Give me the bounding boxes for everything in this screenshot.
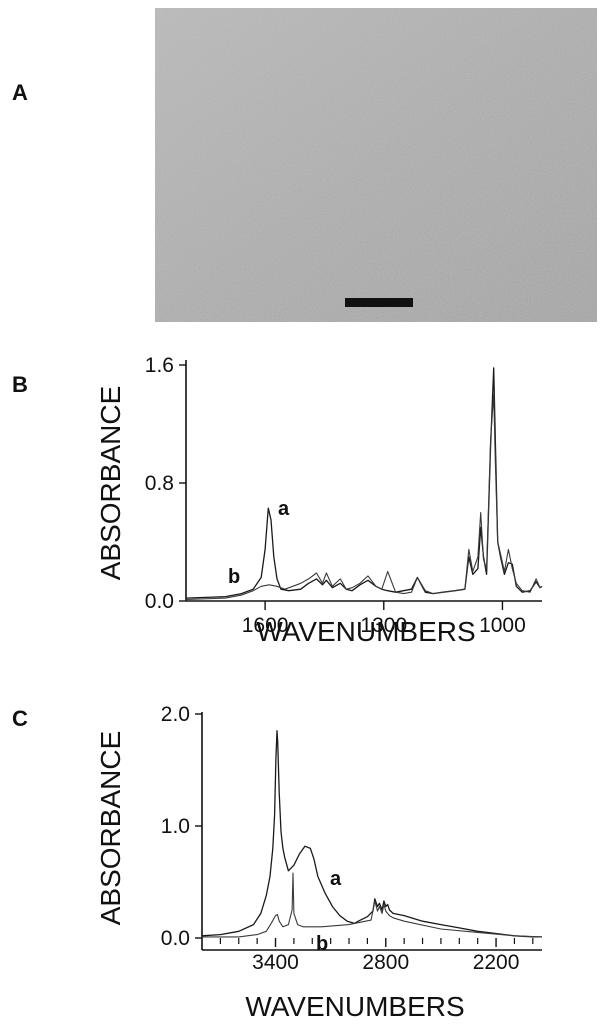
micrograph-image — [155, 8, 597, 322]
series-label-a: a — [278, 498, 290, 520]
y-tick-label: 1.6 — [145, 354, 174, 377]
series-label-b: b — [228, 566, 240, 588]
x-axis-title: WAVENUMBERS — [256, 616, 475, 645]
chart-b-svg: 0.0 0.8 1.6 1600 1300 1000 ABSORBANCE WAVENUM… — [95, 354, 543, 645]
x-tick-label: 2800 — [362, 951, 409, 974]
series-line-a — [185, 367, 543, 599]
y-tick-label: 0.8 — [145, 472, 174, 495]
y-tick-label: 0.0 — [145, 590, 174, 613]
y-tick-label: 1.0 — [161, 815, 190, 838]
chart-b-series — [185, 367, 543, 601]
panel-label-a: A — [12, 80, 28, 105]
micrograph-texture — [155, 8, 597, 322]
chart-c-axes — [201, 712, 542, 951]
chart-b: 0.0 0.8 1.6 1600 1300 1000 ABSORBANCE WAVENUM… — [0, 345, 603, 645]
series-label-b: b — [316, 933, 328, 955]
chart-b-ticks: 0.0 0.8 1.6 1600 1300 1000 — [145, 354, 526, 637]
chart-c-svg: 0.0 1.0 2.0 3400 2800 2200 ABSORBANCE WAVENUM… — [95, 703, 543, 1022]
y-tick-label: 2.0 — [161, 703, 190, 726]
panel-label-c: C — [12, 706, 28, 731]
series-line-a — [201, 730, 542, 938]
chart-c-ticks: 0.0 1.0 2.0 3400 2800 2200 — [161, 703, 534, 974]
chart-c: 0.0 1.0 2.0 3400 2800 2200 ABSORBANCE WAVENUM… — [0, 690, 603, 1025]
scale-bar — [345, 298, 413, 307]
chart-b-axes — [185, 360, 542, 602]
x-tick-label: 1300 — [360, 614, 407, 637]
x-tick-label: 1600 — [242, 614, 289, 637]
y-axis-title: ABSORBANCE — [95, 386, 126, 581]
series-label-a: a — [330, 868, 342, 890]
x-axis-title: WAVENUMBERS — [245, 991, 464, 1022]
series-line-b — [202, 872, 543, 938]
chart-c-series — [201, 730, 543, 938]
y-tick-label: 0.0 — [161, 927, 190, 950]
series-line-b — [185, 393, 543, 601]
panel-label-b: B — [12, 372, 28, 397]
x-tick-label: 1000 — [479, 614, 526, 637]
y-axis-title: ABSORBANCE — [95, 731, 126, 926]
x-tick-label: 2200 — [473, 951, 520, 974]
x-tick-label: 3400 — [252, 951, 299, 974]
